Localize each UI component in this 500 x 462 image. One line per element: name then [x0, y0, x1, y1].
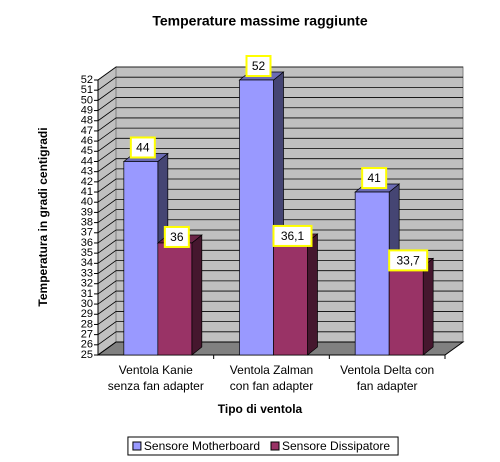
side-wall: [97, 66, 117, 356]
y-tick-label: 47: [81, 125, 93, 137]
grid-line: [97, 66, 463, 81]
y-tick-label: 52: [81, 74, 93, 86]
grid-line: [97, 331, 463, 346]
y-tick-label: 34: [81, 257, 93, 269]
data-label: 33,7: [396, 254, 420, 268]
grid-line: [97, 280, 463, 295]
y-tick-label: 30: [81, 298, 93, 310]
data-label: 36,1: [281, 229, 305, 243]
y-tick-label: 42: [81, 176, 93, 188]
data-label-box: [272, 224, 313, 247]
y-tick-label: 43: [81, 166, 93, 178]
grid-line: [97, 188, 463, 203]
y-tick-label: 40: [81, 196, 93, 208]
y-tick-label: 37: [81, 227, 93, 239]
grid-line: [97, 127, 463, 142]
grid-line: [97, 239, 463, 254]
grid-line: [97, 148, 463, 162]
y-tick-label: 49: [81, 104, 93, 116]
grid-line: [97, 107, 463, 122]
legend-swatch: [270, 441, 280, 451]
x-axis-title: Tipo di ventola: [218, 402, 303, 416]
y-tick-label: 44: [81, 155, 93, 167]
bar-side: [422, 257, 434, 356]
y-tick-label: 38: [81, 216, 93, 228]
y-tick-label: 51: [81, 84, 93, 96]
y-tick-label: 28: [81, 318, 93, 330]
y-tick-label: 29: [81, 308, 93, 320]
y-tick-label: 41: [81, 186, 93, 198]
y-tick-label: 33: [81, 267, 93, 279]
y-tick-label: 32: [81, 278, 93, 290]
y-tick-label: 45: [81, 145, 93, 157]
grid-line: [97, 300, 463, 315]
grid-line: [97, 341, 463, 356]
x-tick-label: Ventola Kanie senza fan adapter: [107, 363, 204, 393]
grid-line: [97, 76, 463, 91]
bar-front: [354, 191, 390, 356]
data-label: 52: [252, 59, 266, 73]
grid-line: [97, 168, 463, 183]
y-tick-label: 36: [81, 237, 93, 249]
data-label: 41: [367, 171, 381, 185]
x-tick-label: Ventola Delta con fan adapter: [340, 363, 435, 393]
data-label: 36: [170, 230, 184, 244]
grid-line: [97, 219, 463, 234]
bar-front: [157, 242, 193, 356]
y-tick-label: 50: [81, 94, 93, 106]
x-tick-label: Ventola Zalman con fan adapter: [229, 363, 314, 393]
data-label-box: [361, 167, 388, 190]
grid-line: [97, 209, 463, 223]
grid-line: [97, 97, 463, 111]
grid-line: [97, 117, 463, 132]
data-label: 44: [136, 141, 150, 155]
bar-front: [273, 241, 308, 356]
bar: [272, 233, 319, 356]
grid-line: [97, 137, 463, 152]
y-tick-label: 39: [81, 206, 93, 218]
bar: [156, 234, 203, 356]
y-axis-title: Temperatura in gradi centigradi: [36, 127, 50, 306]
legend-label: Sensore Motherboard: [144, 439, 260, 453]
bar-front: [123, 161, 159, 356]
y-tick-label: 26: [81, 339, 93, 351]
bar: [388, 257, 435, 356]
legend-box: [127, 436, 399, 456]
chart-title: Temperature massime raggiunte: [152, 13, 367, 29]
y-tick-label: 31: [81, 288, 93, 300]
y-tick-label: 35: [81, 247, 93, 259]
bar-side: [191, 234, 203, 356]
grid-line: [97, 229, 463, 244]
grid-line: [97, 270, 463, 285]
bar-front: [388, 266, 424, 356]
data-label-box: [388, 249, 429, 272]
data-label-box: [163, 225, 190, 248]
grid-line: [97, 290, 463, 305]
data-label-box: [245, 55, 272, 77]
grid-line: [97, 321, 463, 335]
grid-line: [97, 260, 463, 274]
bar-side: [307, 233, 318, 356]
grid-line: [97, 158, 463, 172]
bar-front: [239, 79, 274, 356]
y-tick-label: 46: [81, 135, 93, 147]
legend-swatch: [132, 441, 142, 451]
legend: Sensore Motherboard Sensore Dissipatore: [127, 436, 399, 456]
grid-line: [97, 249, 463, 264]
grid-line: [97, 199, 463, 213]
grid-line: [97, 311, 463, 325]
data-label-box: [129, 136, 156, 159]
y-tick-label: 27: [81, 329, 93, 341]
y-tick-label: 48: [81, 115, 93, 127]
legend-label: Sensore Dissipatore: [282, 439, 390, 453]
y-tick-label: 25: [81, 349, 93, 361]
grid-line: [97, 86, 463, 101]
grid-line: [97, 178, 463, 193]
